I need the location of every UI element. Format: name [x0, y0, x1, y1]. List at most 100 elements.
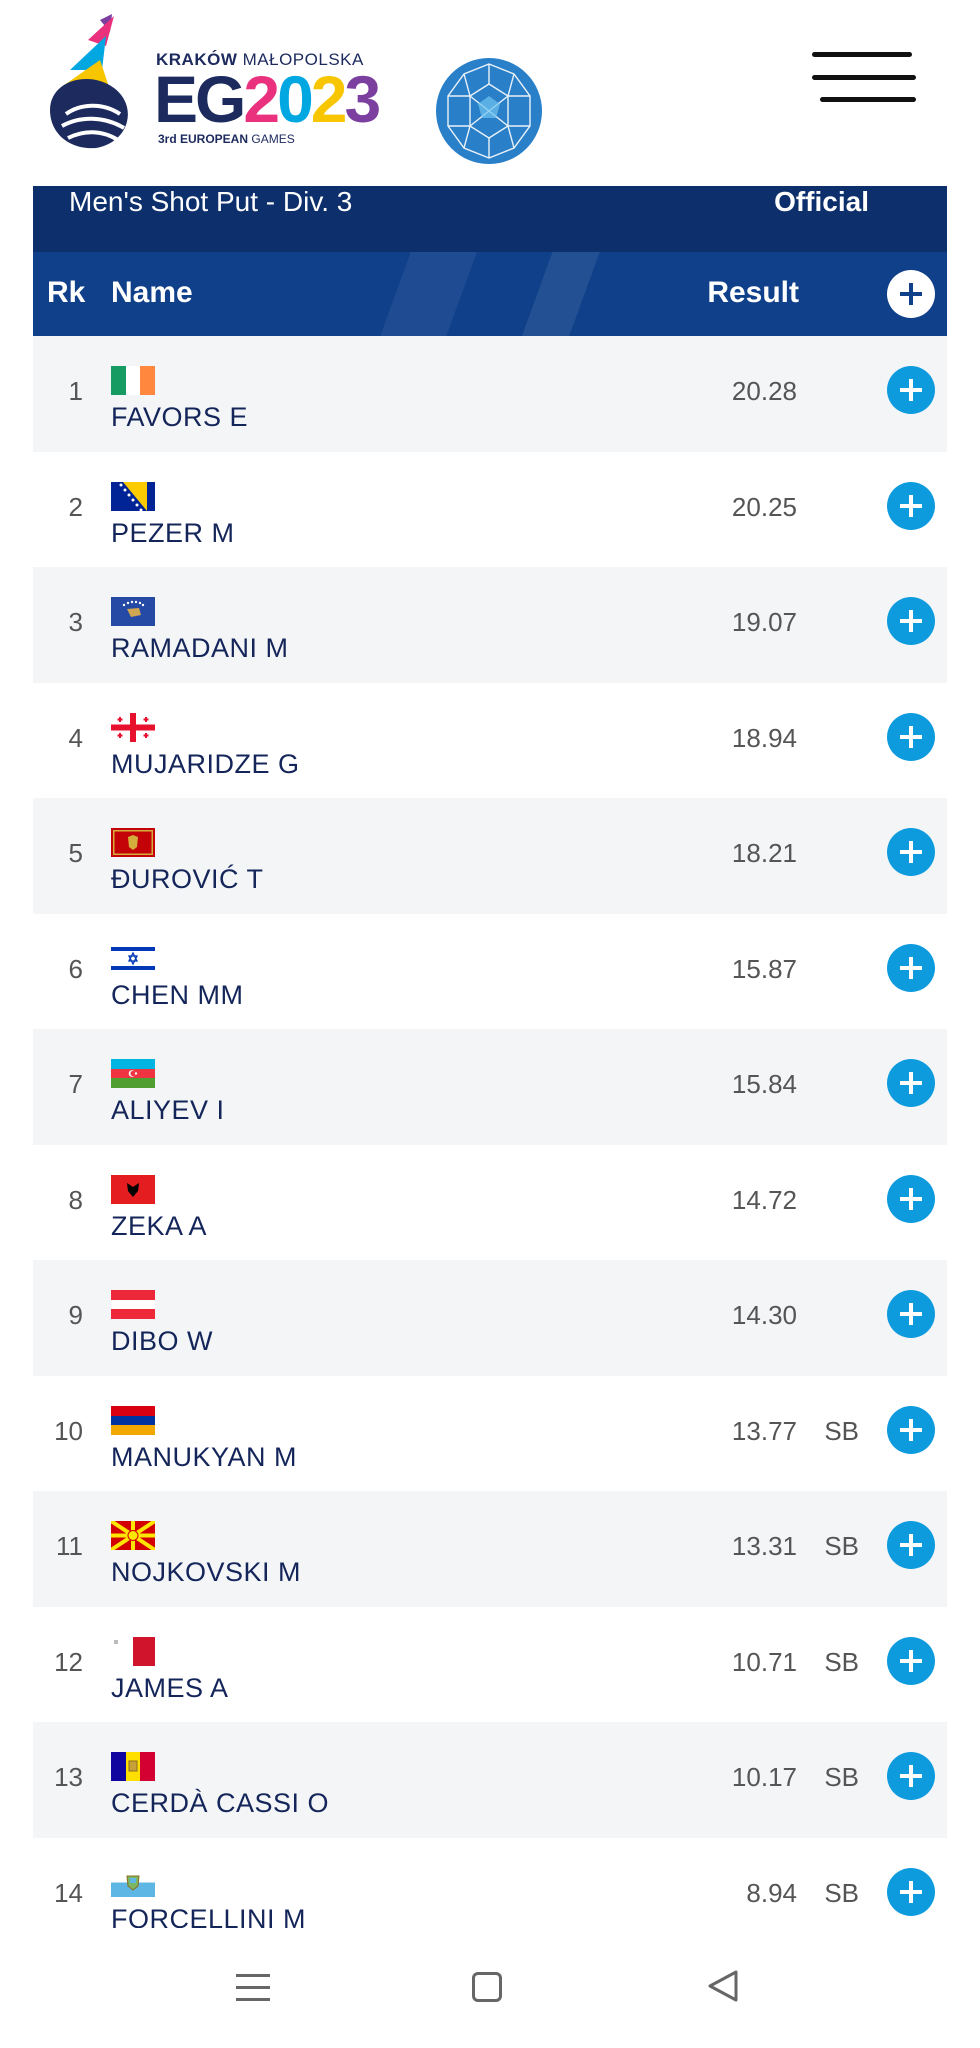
row-rank: 9 [68, 1300, 83, 1330]
table-row[interactable]: 4 MUJARIDZE G 18.94 [33, 682, 947, 798]
athlete-name[interactable]: NOJKOVSKI M [111, 1557, 302, 1587]
table-row[interactable]: 10 MANUKYAN M 13.77 SB [33, 1375, 947, 1491]
expand-row-plus-icon[interactable] [887, 943, 935, 992]
row-rank: 10 [54, 1415, 83, 1446]
eg-logo-wordmark[interactable]: KRAKÓW MAŁOPOLSKA EG2023 3rd EUROPEAN GA… [150, 46, 400, 146]
expand-row-plus-icon[interactable] [887, 597, 935, 645]
row-result: 10.17 [731, 1762, 797, 1792]
system-navigation-bar [0, 1928, 980, 2048]
row-result: 15.84 [731, 1069, 797, 1099]
country-flag-icon [111, 828, 155, 857]
table-row[interactable]: 13 CERDÀ CASSI O 10.17 SB [33, 1722, 947, 1838]
logo-city-text: KRAKÓW MAŁOPOLSKA [156, 50, 364, 69]
results-table: Men's Shot Put - Div. 3 Official Rk Name… [33, 186, 947, 1953]
expand-row-plus-icon[interactable] [887, 1405, 935, 1454]
table-row[interactable]: 8 ZEKA A 14.72 [33, 1144, 947, 1260]
row-result: 20.28 [731, 376, 797, 406]
table-row[interactable]: 7 ALIYEV I 15.84 [33, 1029, 947, 1145]
athlete-name[interactable]: RAMADANI M [111, 633, 289, 663]
row-rank: 3 [68, 607, 83, 637]
row-result: 20.25 [731, 491, 797, 522]
athlete-name[interactable]: DIBO W [111, 1326, 213, 1356]
row-result: 18.94 [731, 722, 797, 753]
country-flag-icon [111, 1405, 155, 1435]
hamburger-menu-icon[interactable] [812, 50, 922, 110]
expand-all-plus-icon[interactable] [887, 270, 935, 318]
table-row[interactable]: 12 JAMES A 10.71 SB [33, 1606, 947, 1722]
athlete-name[interactable]: ĐUROVIĆ T [111, 864, 264, 894]
table-row[interactable]: 5 ĐUROVIĆ T 18.21 [33, 798, 947, 914]
results-rows: 1 FAVORS E 20.28 2 PEZER M 20.25 3 RAMADANI M 19… [33, 336, 947, 1953]
row-note: SB [824, 1762, 859, 1792]
row-rank: 6 [68, 953, 83, 984]
athlete-name[interactable]: CERDÀ CASSI O [111, 1788, 330, 1818]
expand-row-plus-icon[interactable] [887, 481, 935, 530]
expand-row-plus-icon[interactable] [887, 1752, 935, 1800]
country-flag-icon [111, 1521, 155, 1550]
table-row[interactable]: 11 NOJKOVSKI M 13.31 SB [33, 1491, 947, 1607]
home-icon[interactable] [452, 1956, 522, 2016]
row-rank: 8 [68, 1184, 83, 1215]
country-flag-icon [111, 712, 155, 742]
row-result: 13.77 [731, 1415, 797, 1446]
site-header: KRAKÓW MAŁOPOLSKA EG2023 3rd EUROPEAN GA… [0, 0, 980, 186]
country-flag-icon [111, 943, 155, 973]
row-note: SB [824, 1531, 859, 1561]
country-flag-icon [111, 1059, 155, 1088]
row-result: 8.94 [746, 1877, 797, 1908]
column-header-name: Name [111, 276, 193, 309]
table-row[interactable]: 1 FAVORS E 20.28 [33, 336, 947, 452]
logo-subtitle-text: 3rd EUROPEAN GAMES [158, 132, 295, 146]
expand-row-plus-icon[interactable] [887, 1059, 935, 1107]
row-result: 10.71 [731, 1646, 797, 1677]
country-flag-icon [111, 597, 155, 626]
row-note: SB [824, 1646, 859, 1677]
country-flag-icon [111, 1752, 155, 1781]
country-flag-icon [111, 366, 155, 395]
athlete-name[interactable]: CHEN MM [111, 979, 244, 1010]
row-result: 14.30 [731, 1300, 797, 1330]
expand-row-plus-icon[interactable] [887, 1521, 935, 1569]
row-rank: 4 [68, 722, 83, 753]
back-icon[interactable] [686, 1956, 756, 2016]
table-header-row: Rk Name Result [33, 252, 947, 336]
column-header-rank: Rk [47, 276, 86, 309]
table-row[interactable]: 9 DIBO W 14.30 [33, 1260, 947, 1376]
table-row[interactable]: 2 PEZER M 20.25 [33, 451, 947, 567]
athlete-name[interactable]: ALIYEV I [111, 1095, 225, 1125]
expand-row-plus-icon[interactable] [887, 712, 935, 761]
event-title-bar: Men's Shot Put - Div. 3 Official [33, 186, 947, 252]
athlete-name[interactable]: JAMES A [111, 1672, 229, 1703]
country-flag-icon [111, 1867, 155, 1897]
expand-row-plus-icon[interactable] [887, 1636, 935, 1685]
eg-logo-mark-icon[interactable] [40, 10, 144, 150]
expand-row-plus-icon[interactable] [887, 828, 935, 876]
row-rank: 2 [68, 491, 83, 522]
expand-row-plus-icon[interactable] [887, 1174, 935, 1223]
country-flag-icon [111, 481, 155, 511]
athlete-name[interactable]: PEZER M [111, 517, 235, 548]
event-title: Men's Shot Put - Div. 3 [69, 186, 353, 217]
athlete-name[interactable]: ZEKA A [111, 1210, 208, 1241]
table-row[interactable]: 6 CHEN MM 15.87 [33, 913, 947, 1029]
row-rank: 7 [68, 1069, 83, 1099]
result-status: Official [774, 186, 869, 217]
row-note: SB [824, 1415, 859, 1446]
expand-row-plus-icon[interactable] [887, 1867, 935, 1916]
row-rank: 12 [54, 1646, 83, 1677]
country-flag-icon [111, 1174, 155, 1204]
athlete-name[interactable]: MANUKYAN M [111, 1441, 298, 1472]
expand-row-plus-icon[interactable] [887, 366, 935, 414]
row-rank: 1 [68, 376, 83, 406]
table-row[interactable]: 3 RAMADANI M 19.07 [33, 567, 947, 683]
european-olympic-committees-emblem-icon [436, 58, 542, 164]
recent-apps-icon[interactable] [218, 1956, 288, 2016]
country-flag-icon [111, 1636, 155, 1666]
athlete-name[interactable]: FAVORS E [111, 402, 249, 432]
row-result: 13.31 [731, 1531, 797, 1561]
row-result: 15.87 [731, 953, 797, 984]
logo-eg2023-text: EG2023 [154, 62, 381, 136]
athlete-name[interactable]: MUJARIDZE G [111, 748, 300, 779]
column-header-result: Result [707, 276, 799, 309]
expand-row-plus-icon[interactable] [887, 1290, 935, 1338]
